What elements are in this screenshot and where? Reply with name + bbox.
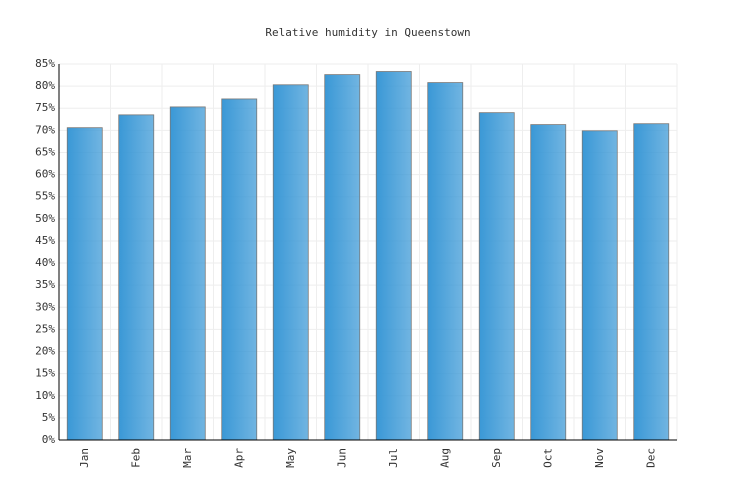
x-tick-label: Feb [129,448,142,468]
y-tick-label: 70% [35,123,55,136]
y-tick-label: 10% [35,389,55,402]
x-tick-label: Nov [593,448,606,468]
y-tick-label: 5% [42,411,56,424]
bar [66,127,103,441]
y-tick-label: 50% [35,212,55,225]
y-tick-label: 45% [35,234,55,247]
y-tick-label: 60% [35,168,55,181]
bar [272,84,309,441]
x-tick-label: Jun [335,448,348,468]
bar [478,112,515,441]
x-tick-label: Apr [232,448,245,468]
x-tick-label: Sep [490,448,503,468]
x-tick-label: Mar [181,448,194,468]
y-tick-label: 0% [42,433,56,446]
bar [169,106,206,441]
bar [221,98,258,441]
bar [530,124,567,441]
y-tick-label: 35% [35,278,55,291]
bar [581,130,618,441]
bar [324,74,361,441]
y-tick-label: 20% [35,345,55,358]
y-tick-label: 55% [35,190,55,203]
x-tick-label: Oct [541,448,554,468]
y-tick-label: 65% [35,145,55,158]
x-tick-label: May [284,448,297,468]
bar [375,71,412,441]
x-tick-label: Jul [387,448,400,468]
y-tick-label: 25% [35,322,55,335]
y-tick-label: 40% [35,256,55,269]
x-tick-label: Jan [78,448,91,468]
y-tick-label: 85% [35,57,55,70]
y-tick-label: 80% [35,79,55,92]
y-tick-label: 15% [35,367,55,380]
x-tick-label: Dec [644,448,657,468]
x-tick-label: Aug [438,448,451,468]
y-tick-label: 75% [35,101,55,114]
y-tick-label: 30% [35,300,55,313]
bar [118,114,155,441]
chart-title: Relative humidity in Queenstown [265,26,470,39]
bar [633,123,670,441]
bar [427,82,464,441]
